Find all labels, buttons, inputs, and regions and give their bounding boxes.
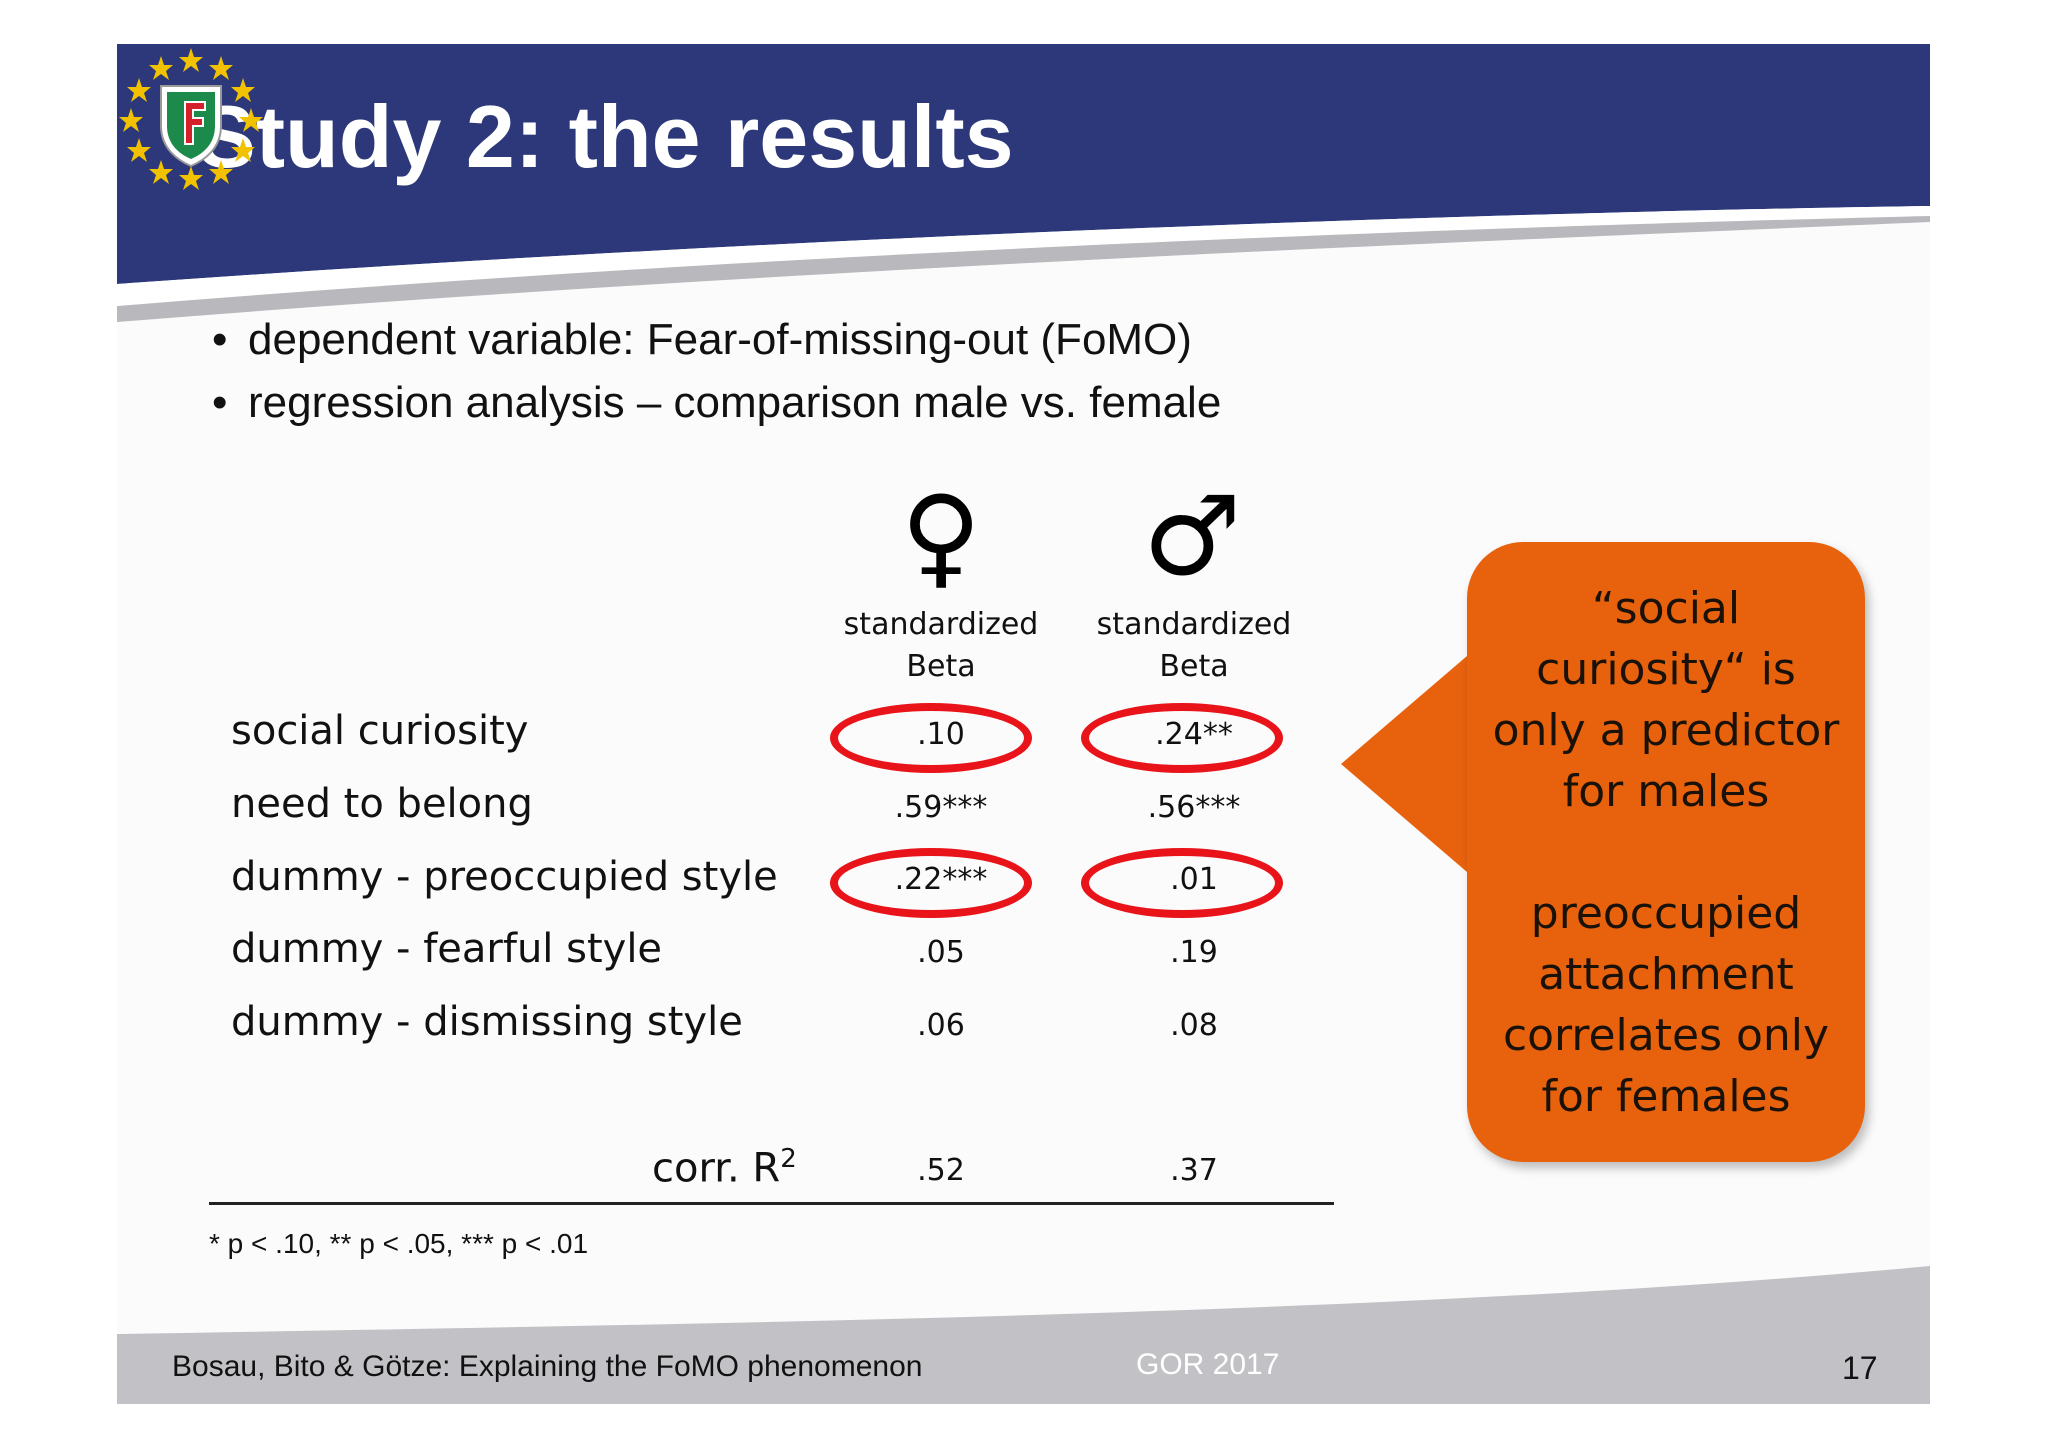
r2-superscript: 2 <box>780 1144 797 1174</box>
callout-pointer <box>1341 644 1481 884</box>
row-label: dummy - preoccupied style <box>231 854 778 900</box>
footer-band <box>117 1266 1930 1404</box>
cell-female: .06 <box>917 1008 965 1043</box>
cell-female: .59*** <box>894 790 988 825</box>
cell-male: .56*** <box>1147 790 1241 825</box>
page-number: 17 <box>1842 1350 1878 1386</box>
star-icon <box>119 48 263 190</box>
row-label: dummy - fearful style <box>231 926 663 972</box>
bullet-item: • dependent variable: Fear-of-missing-out… <box>212 308 1221 371</box>
male-symbol-icon: ♂ <box>1142 472 1242 600</box>
header-background <box>117 44 1930 322</box>
column-header-line: standardized <box>1096 607 1292 642</box>
column-header-line: standardized <box>843 607 1039 642</box>
cell-male: .19 <box>1170 935 1218 970</box>
callout-box <box>1467 542 1865 1162</box>
column-header-male: standardized Beta <box>1084 604 1304 688</box>
highlight-ring <box>830 848 1032 918</box>
page-title: Study 2: the results <box>197 87 1014 186</box>
column-header-line: Beta <box>1159 649 1229 684</box>
header-band: Study 2: the results <box>117 44 1930 322</box>
column-header-line: Beta <box>906 649 976 684</box>
bullet-list: • dependent variable: Fear-of-missing-out… <box>212 308 1221 434</box>
bullet-item: • regression analysis – comparison male v… <box>212 371 1221 434</box>
row-label: dummy - dismissing style <box>231 999 743 1045</box>
footer-conference: GOR 2017 <box>1136 1348 1280 1381</box>
slide: Study 2: the results <box>117 44 1930 1404</box>
female-symbol-icon: ♀ <box>900 472 982 600</box>
significance-note: * p < .10, ** p < .05, *** p < .01 <box>209 1228 589 1259</box>
bullet-text: regression analysis – comparison male vs… <box>248 378 1222 427</box>
highlight-ring <box>1081 703 1283 773</box>
callout-text: “social curiosity“ is only a predictor f… <box>1492 583 1840 1122</box>
cell-male: .08 <box>1170 1008 1218 1043</box>
row-label: need to belong <box>231 781 533 827</box>
r2-label: corr. R2 <box>652 1144 797 1191</box>
table-rule <box>209 1202 1334 1205</box>
highlight-ring <box>1081 848 1283 918</box>
bullet-text: dependent variable: Fear-of-missing-out … <box>248 315 1192 364</box>
cell-male: .01 <box>1170 862 1218 897</box>
row-label: social curiosity <box>231 708 529 754</box>
cell-female: .10 <box>917 717 965 752</box>
cell-female: .22*** <box>894 862 988 897</box>
bullet-dot: • <box>212 315 228 364</box>
cell-male: .24** <box>1155 717 1233 752</box>
bullet-dot: • <box>212 378 228 427</box>
cell-male: .37 <box>1170 1153 1218 1188</box>
cell-female: .52 <box>917 1153 965 1188</box>
footer-authors: Bosau, Bito & Götze: Explaining the FoMO… <box>172 1350 923 1383</box>
highlight-ring <box>830 703 1032 773</box>
shield-icon <box>160 85 222 168</box>
r2-label-text: corr. R <box>652 1145 781 1192</box>
eu-stars-logo <box>119 48 263 190</box>
cell-female: .05 <box>917 935 965 970</box>
column-header-female: standardized Beta <box>831 604 1051 688</box>
